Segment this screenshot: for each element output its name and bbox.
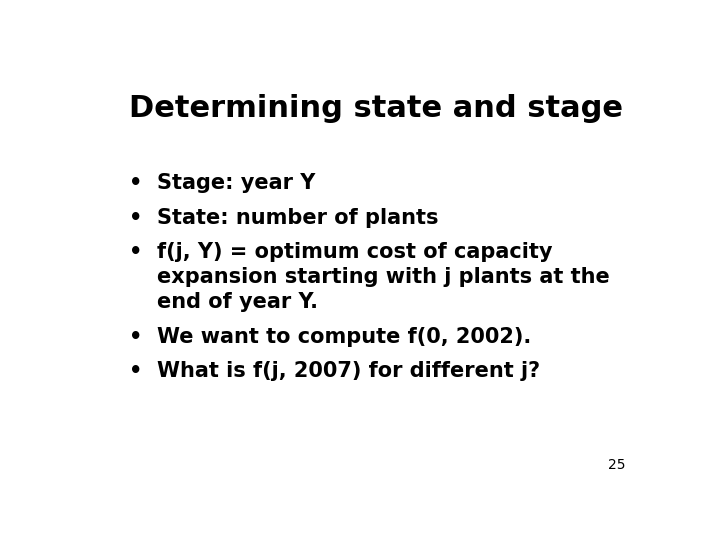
Text: •: • [129,361,143,381]
Text: •: • [129,242,143,262]
Text: Stage: year Y: Stage: year Y [157,173,315,193]
Text: •: • [129,207,143,227]
Text: f(j, Y) = optimum cost of capacity: f(j, Y) = optimum cost of capacity [157,242,552,262]
Text: Determining state and stage: Determining state and stage [129,94,623,123]
Text: State: number of plants: State: number of plants [157,207,438,227]
Text: end of year Y.: end of year Y. [157,292,318,312]
Text: expansion starting with j plants at the: expansion starting with j plants at the [157,267,610,287]
Text: We want to compute f(0, 2002).: We want to compute f(0, 2002). [157,327,531,347]
Text: 25: 25 [608,458,626,472]
Text: •: • [129,327,143,347]
Text: What is f(j, 2007) for different j?: What is f(j, 2007) for different j? [157,361,540,381]
Text: •: • [129,173,143,193]
